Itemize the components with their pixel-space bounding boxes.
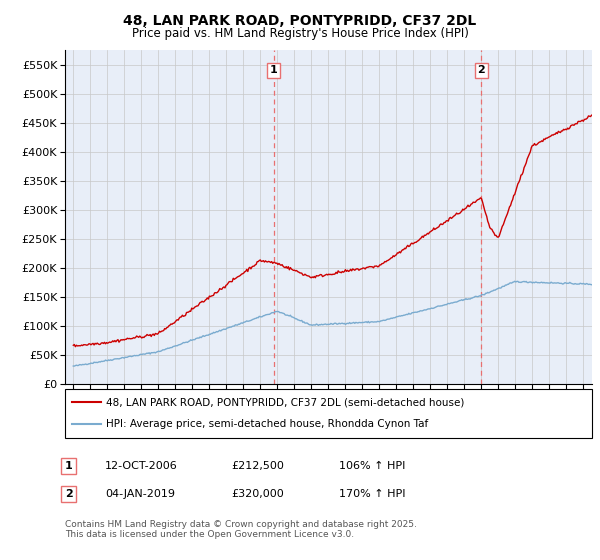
Text: Contains HM Land Registry data © Crown copyright and database right 2025.
This d: Contains HM Land Registry data © Crown c… xyxy=(65,520,416,539)
Text: 170% ↑ HPI: 170% ↑ HPI xyxy=(339,489,406,499)
Text: £320,000: £320,000 xyxy=(231,489,284,499)
Text: 48, LAN PARK ROAD, PONTYPRIDD, CF37 2DL: 48, LAN PARK ROAD, PONTYPRIDD, CF37 2DL xyxy=(124,14,476,28)
Text: 12-OCT-2006: 12-OCT-2006 xyxy=(105,461,178,471)
Text: 106% ↑ HPI: 106% ↑ HPI xyxy=(339,461,406,471)
Text: 04-JAN-2019: 04-JAN-2019 xyxy=(105,489,175,499)
Text: Price paid vs. HM Land Registry's House Price Index (HPI): Price paid vs. HM Land Registry's House … xyxy=(131,27,469,40)
Text: 2: 2 xyxy=(478,66,485,76)
Text: 2: 2 xyxy=(65,489,73,499)
Text: £212,500: £212,500 xyxy=(231,461,284,471)
Text: 1: 1 xyxy=(65,461,73,471)
Text: HPI: Average price, semi-detached house, Rhondda Cynon Taf: HPI: Average price, semi-detached house,… xyxy=(106,419,428,429)
Text: 1: 1 xyxy=(270,66,278,76)
Text: 48, LAN PARK ROAD, PONTYPRIDD, CF37 2DL (semi-detached house): 48, LAN PARK ROAD, PONTYPRIDD, CF37 2DL … xyxy=(106,398,464,408)
